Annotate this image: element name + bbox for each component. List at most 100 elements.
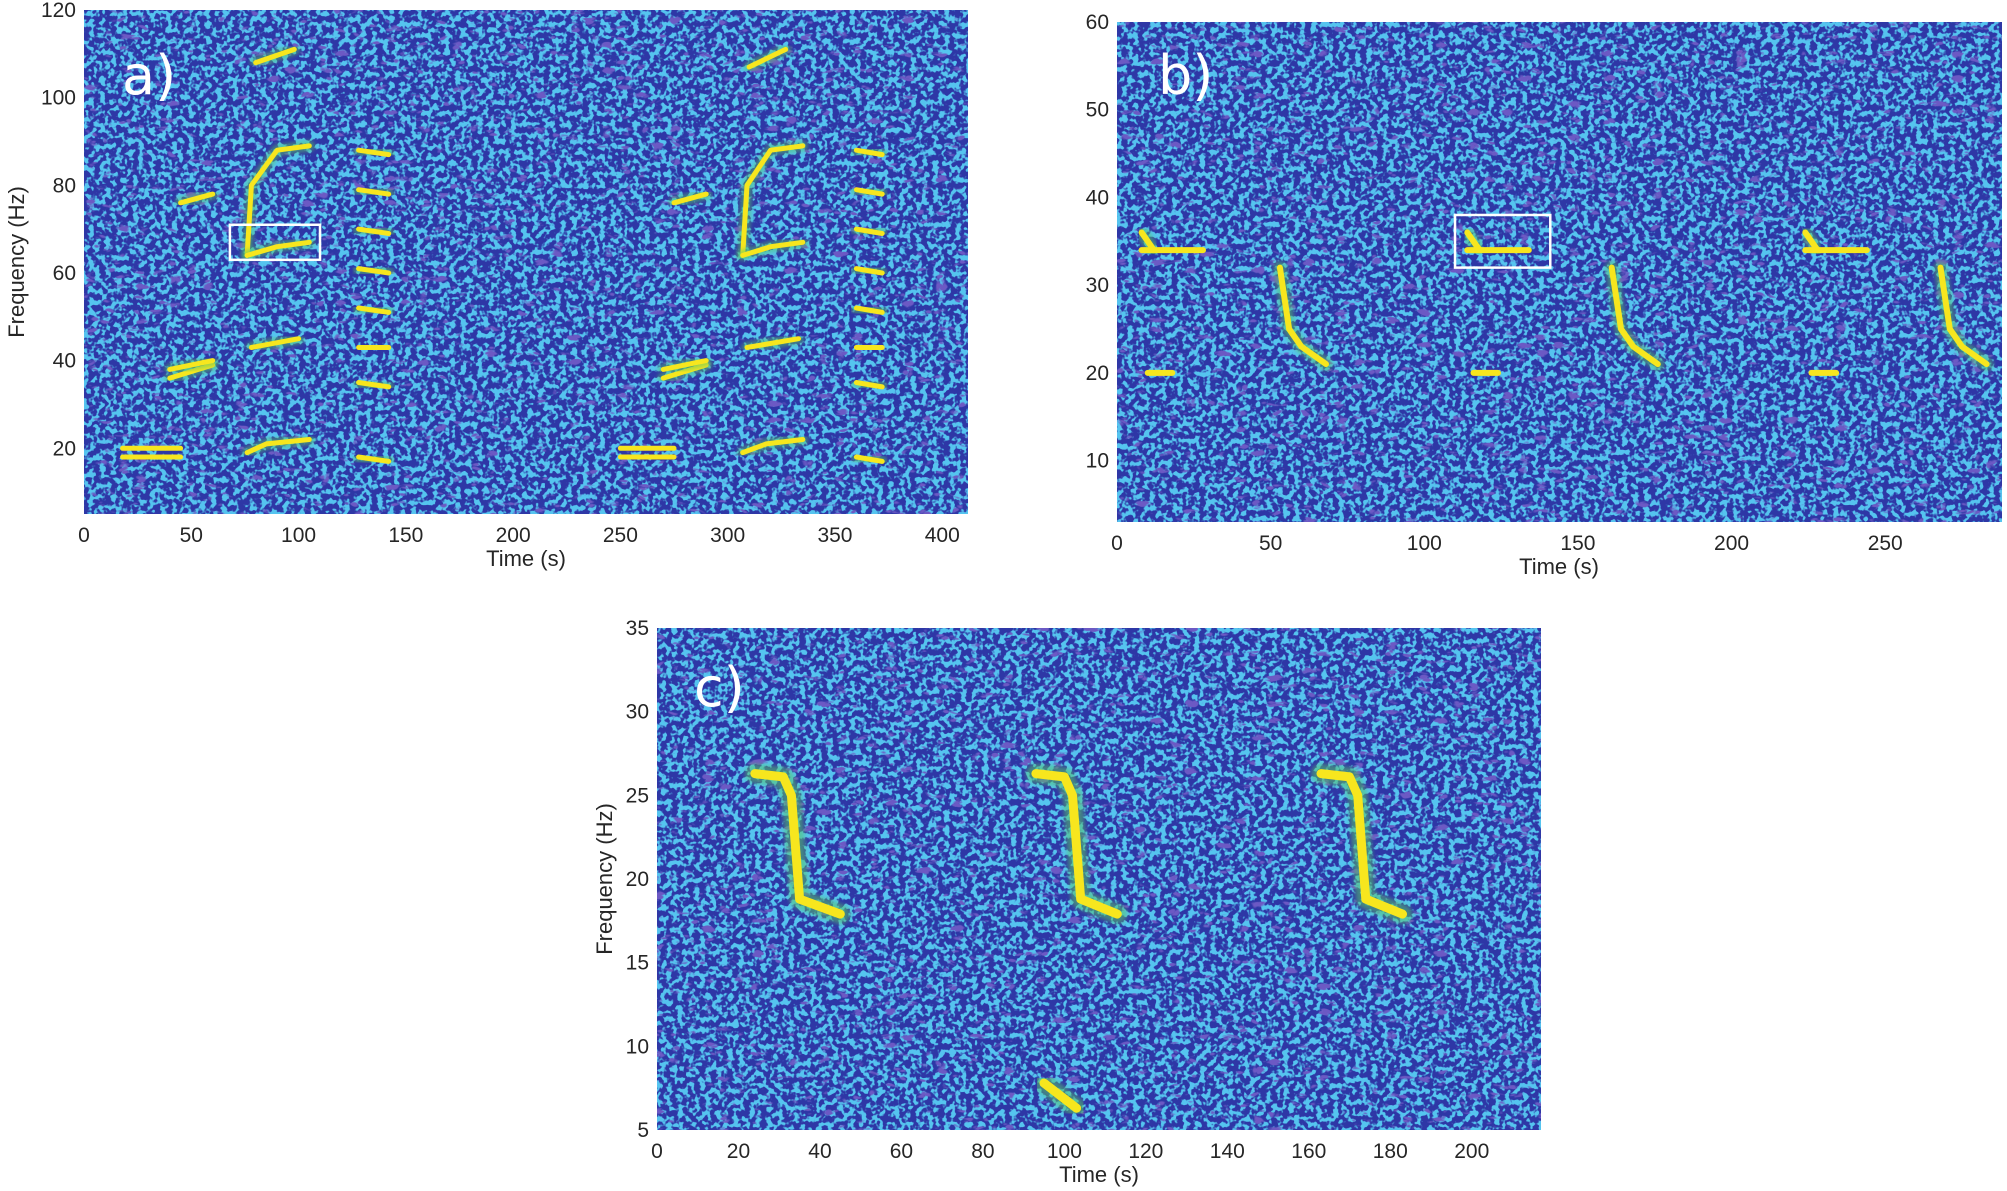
call-trace [1039, 1078, 1082, 1113]
calls-b [1134, 225, 1994, 380]
x-tick-label: 150 [1560, 532, 1595, 555]
call-trace [853, 226, 885, 236]
panel-label-a: a) [122, 44, 176, 107]
highlight-box-b [1453, 213, 1552, 269]
noise-dark-a [84, 10, 968, 514]
x-tick-label: 120 [1128, 1140, 1163, 1163]
call-trace [167, 358, 216, 372]
y-tick-label: 25 [626, 784, 649, 807]
y-tick-label: 30 [1086, 274, 1109, 297]
y-tick-label: 20 [1086, 362, 1109, 385]
x-tick-label: 400 [925, 524, 960, 547]
y-tick-label: 35 [626, 617, 649, 640]
y-ticks-b: 10 20 30 40 50 60 [1086, 11, 1109, 473]
call-trace [356, 380, 392, 390]
call-trace [1937, 264, 1990, 368]
x-ticks-a: 0 50 100 150 200 250 300 350 400 [78, 524, 960, 547]
x-tick-label: 200 [496, 524, 531, 547]
y-ticks-a: 20 40 60 80 100 120 [41, 0, 76, 460]
panel-a: a) 20 40 60 80 100 120 0 50 100 150 200 250 300 350 4… [4, 0, 968, 571]
x-tick-label: 80 [971, 1140, 994, 1163]
spectrogram-b [1117, 22, 2002, 522]
calls-c [744, 763, 1413, 1119]
x-tick-label: 60 [890, 1140, 913, 1163]
call-trace [1316, 769, 1407, 919]
call-trace [853, 147, 885, 158]
x-ticks-b: 0 50 100 150 200 250 [1111, 532, 1903, 555]
panel-c: c) 5 10 15 20 25 30 35 0 20 40 60 80 100 120 140 160 18… [592, 617, 1541, 1187]
x-tick-label: 100 [1407, 532, 1442, 555]
y-tick-label: 50 [1086, 99, 1109, 122]
call-trace [356, 454, 392, 464]
call-trace [740, 143, 806, 258]
call-trace [1276, 264, 1329, 368]
y-ticks-c: 5 10 15 20 25 30 35 [626, 617, 649, 1142]
panel-b: b) 10 20 30 40 50 60 0 50 100 150 200 250 Time (s) [1086, 11, 2002, 579]
call-trace [178, 191, 216, 206]
call-trace [244, 143, 312, 258]
spectrogram-a [84, 10, 968, 514]
call-trace [244, 437, 312, 456]
spectrogram-c [657, 628, 1541, 1130]
x-tick-label: 140 [1210, 1140, 1245, 1163]
call-trace [660, 358, 709, 372]
call-trace [356, 226, 392, 236]
call-trace [356, 266, 392, 276]
call-trace [853, 305, 885, 315]
x-tick-label: 350 [817, 524, 852, 547]
x-tick-label: 180 [1373, 1140, 1408, 1163]
call-trace [244, 239, 312, 258]
call-trace [356, 187, 392, 197]
x-tick-label: 100 [281, 524, 316, 547]
y-tick-label: 10 [1086, 450, 1109, 473]
x-ticks-c: 0 20 40 60 80 100 120 140 160 180 200 [651, 1140, 1489, 1163]
highlight-box-a [228, 223, 322, 262]
x-tick-label: 300 [710, 524, 745, 547]
y-tick-label: 40 [1086, 186, 1109, 209]
panel-label-b: b) [1158, 44, 1213, 107]
call-trace [746, 46, 789, 70]
x-axis-label-b: Time (s) [1519, 554, 1599, 579]
call-trace [853, 454, 885, 464]
x-tick-label: 20 [727, 1140, 750, 1163]
x-axis-label-c: Time (s) [1059, 1162, 1139, 1187]
x-tick-label: 0 [651, 1140, 663, 1163]
call-trace [853, 187, 885, 197]
call-trace [740, 239, 806, 258]
x-tick-label: 160 [1291, 1140, 1326, 1163]
calls-a [117, 43, 888, 467]
y-axis-label-a: Frequency (Hz) [4, 186, 29, 338]
y-tick-label: 15 [626, 952, 649, 975]
y-tick-label: 30 [626, 701, 649, 724]
y-tick-label: 20 [626, 868, 649, 891]
y-tick-label: 60 [53, 262, 76, 285]
y-tick-label: 60 [1086, 11, 1109, 34]
x-tick-label: 40 [808, 1140, 831, 1163]
x-tick-label: 150 [388, 524, 423, 547]
x-tick-label: 200 [1454, 1140, 1489, 1163]
x-tick-label: 50 [1259, 532, 1282, 555]
x-tick-label: 0 [78, 524, 90, 547]
y-tick-label: 120 [41, 0, 76, 22]
panel-label-c: c) [694, 656, 745, 719]
call-trace [1608, 264, 1661, 368]
x-axis-label-a: Time (s) [486, 546, 566, 571]
call-trace [750, 769, 845, 919]
call-trace [744, 336, 801, 350]
call-trace [1031, 769, 1122, 919]
x-tick-label: 0 [1111, 532, 1123, 555]
y-tick-label: 5 [637, 1119, 649, 1142]
x-tick-label: 100 [1047, 1140, 1082, 1163]
x-tick-label: 250 [1868, 532, 1903, 555]
call-trace [853, 380, 885, 390]
call-trace [853, 266, 885, 276]
y-tick-label: 100 [41, 87, 76, 110]
x-tick-label: 250 [603, 524, 638, 547]
call-trace [356, 147, 392, 158]
call-trace [356, 305, 392, 315]
y-tick-label: 20 [53, 437, 76, 460]
x-tick-label: 200 [1714, 532, 1749, 555]
call-trace [248, 336, 302, 350]
call-trace [671, 191, 709, 206]
